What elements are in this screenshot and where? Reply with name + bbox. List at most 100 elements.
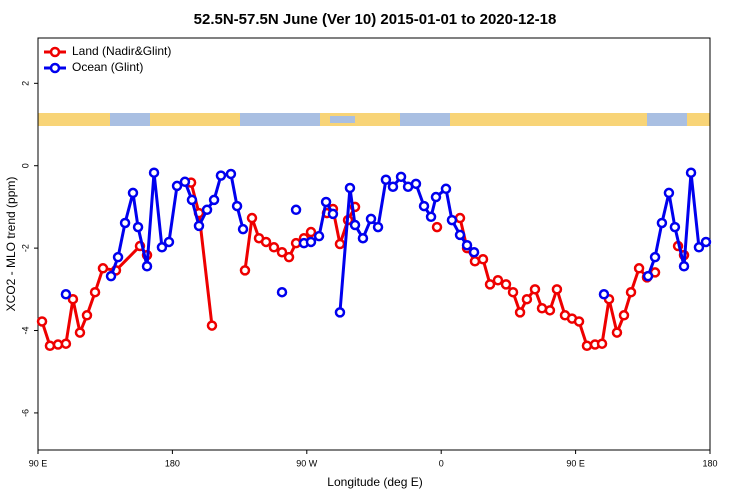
data-point	[36, 316, 48, 327]
data-point	[60, 338, 72, 349]
data-point	[313, 230, 325, 242]
data-point	[669, 221, 681, 233]
series-line	[338, 175, 476, 313]
data-point	[468, 246, 480, 258]
data-point	[642, 270, 654, 282]
data-point	[334, 238, 346, 250]
data-point	[81, 310, 93, 321]
data-point	[418, 200, 430, 212]
data-point	[492, 275, 504, 286]
data-point	[663, 187, 675, 199]
data-point	[237, 223, 249, 235]
data-point	[44, 340, 56, 352]
data-point	[387, 181, 399, 192]
data-point	[551, 284, 563, 295]
data-point	[611, 327, 623, 338]
legend-marker	[49, 46, 61, 58]
data-point	[544, 305, 556, 316]
data-point	[500, 279, 512, 290]
data-point	[365, 213, 377, 225]
y-tick-label: -6	[20, 409, 30, 417]
data-point	[225, 168, 237, 180]
legend-label: Ocean (Glint)	[72, 60, 143, 74]
data-point	[334, 307, 346, 318]
data-point	[105, 270, 117, 282]
data-point	[305, 226, 317, 238]
map-strip	[38, 113, 710, 126]
data-point	[685, 167, 697, 178]
data-point	[276, 246, 288, 258]
data-point	[260, 236, 272, 248]
chart-title: 52.5N-57.5N June (Ver 10) 2015-01-01 to …	[194, 11, 557, 28]
x-tick-label: 90 E	[566, 458, 585, 468]
data-point	[507, 286, 519, 298]
data-point	[208, 194, 220, 206]
data-point	[484, 279, 496, 290]
data-point	[461, 239, 473, 251]
data-point	[186, 194, 198, 206]
data-point	[521, 293, 533, 305]
data-point	[425, 211, 437, 223]
data-point	[305, 236, 317, 248]
y-tick-label: -2	[20, 244, 30, 252]
y-tick-label: -4	[20, 327, 30, 335]
data-point	[148, 167, 160, 178]
data-point	[74, 327, 86, 338]
data-point	[395, 171, 407, 183]
data-point	[246, 212, 258, 224]
x-axis-label: Longitude (deg E)	[327, 475, 422, 489]
data-point	[372, 221, 384, 233]
data-point	[97, 263, 109, 274]
data-point	[598, 289, 610, 300]
data-point	[89, 286, 101, 298]
data-point	[618, 310, 630, 321]
data-point	[201, 204, 213, 216]
data-point	[119, 217, 131, 229]
data-point	[431, 221, 443, 233]
x-tick-label: 180	[165, 458, 180, 468]
data-point	[454, 229, 466, 241]
data-point	[67, 293, 79, 305]
y-tick-label: 0	[20, 163, 30, 168]
data-point	[656, 217, 668, 229]
y-tick-label: 2	[20, 81, 30, 86]
data-point	[290, 204, 302, 216]
x-tick-label: 0	[439, 458, 444, 468]
data-point	[581, 340, 593, 352]
data-point	[649, 251, 661, 263]
data-point	[625, 286, 637, 298]
data-point	[171, 180, 183, 192]
data-point	[514, 307, 526, 318]
data-point	[215, 170, 227, 181]
data-point	[156, 242, 168, 253]
data-point	[344, 182, 356, 194]
data-point	[596, 338, 608, 349]
data-point	[469, 256, 481, 267]
data-point	[700, 236, 712, 248]
data-point	[206, 320, 218, 331]
data-point	[193, 220, 205, 232]
data-point	[268, 242, 280, 253]
x-tick-label: 180	[702, 458, 717, 468]
data-point	[141, 260, 153, 272]
data-point	[349, 219, 361, 231]
legend-marker	[49, 62, 61, 74]
x-tick-label: 90 W	[296, 458, 318, 468]
data-point	[454, 212, 466, 224]
data-point	[633, 263, 645, 274]
legend-label: Land (Nadir&Glint)	[72, 44, 171, 58]
data-point	[477, 253, 489, 265]
x-tick-label: 90 E	[29, 458, 48, 468]
y-axis-label: XCO2 - MLO trend (ppm)	[4, 177, 18, 312]
data-point	[357, 232, 369, 244]
data-point	[440, 183, 452, 195]
data-point	[678, 260, 690, 272]
data-point	[179, 176, 191, 188]
data-point	[239, 265, 251, 276]
data-point	[380, 174, 392, 185]
data-point	[693, 242, 705, 253]
data-point	[327, 208, 339, 220]
data-point	[60, 289, 72, 300]
data-point	[112, 251, 124, 263]
